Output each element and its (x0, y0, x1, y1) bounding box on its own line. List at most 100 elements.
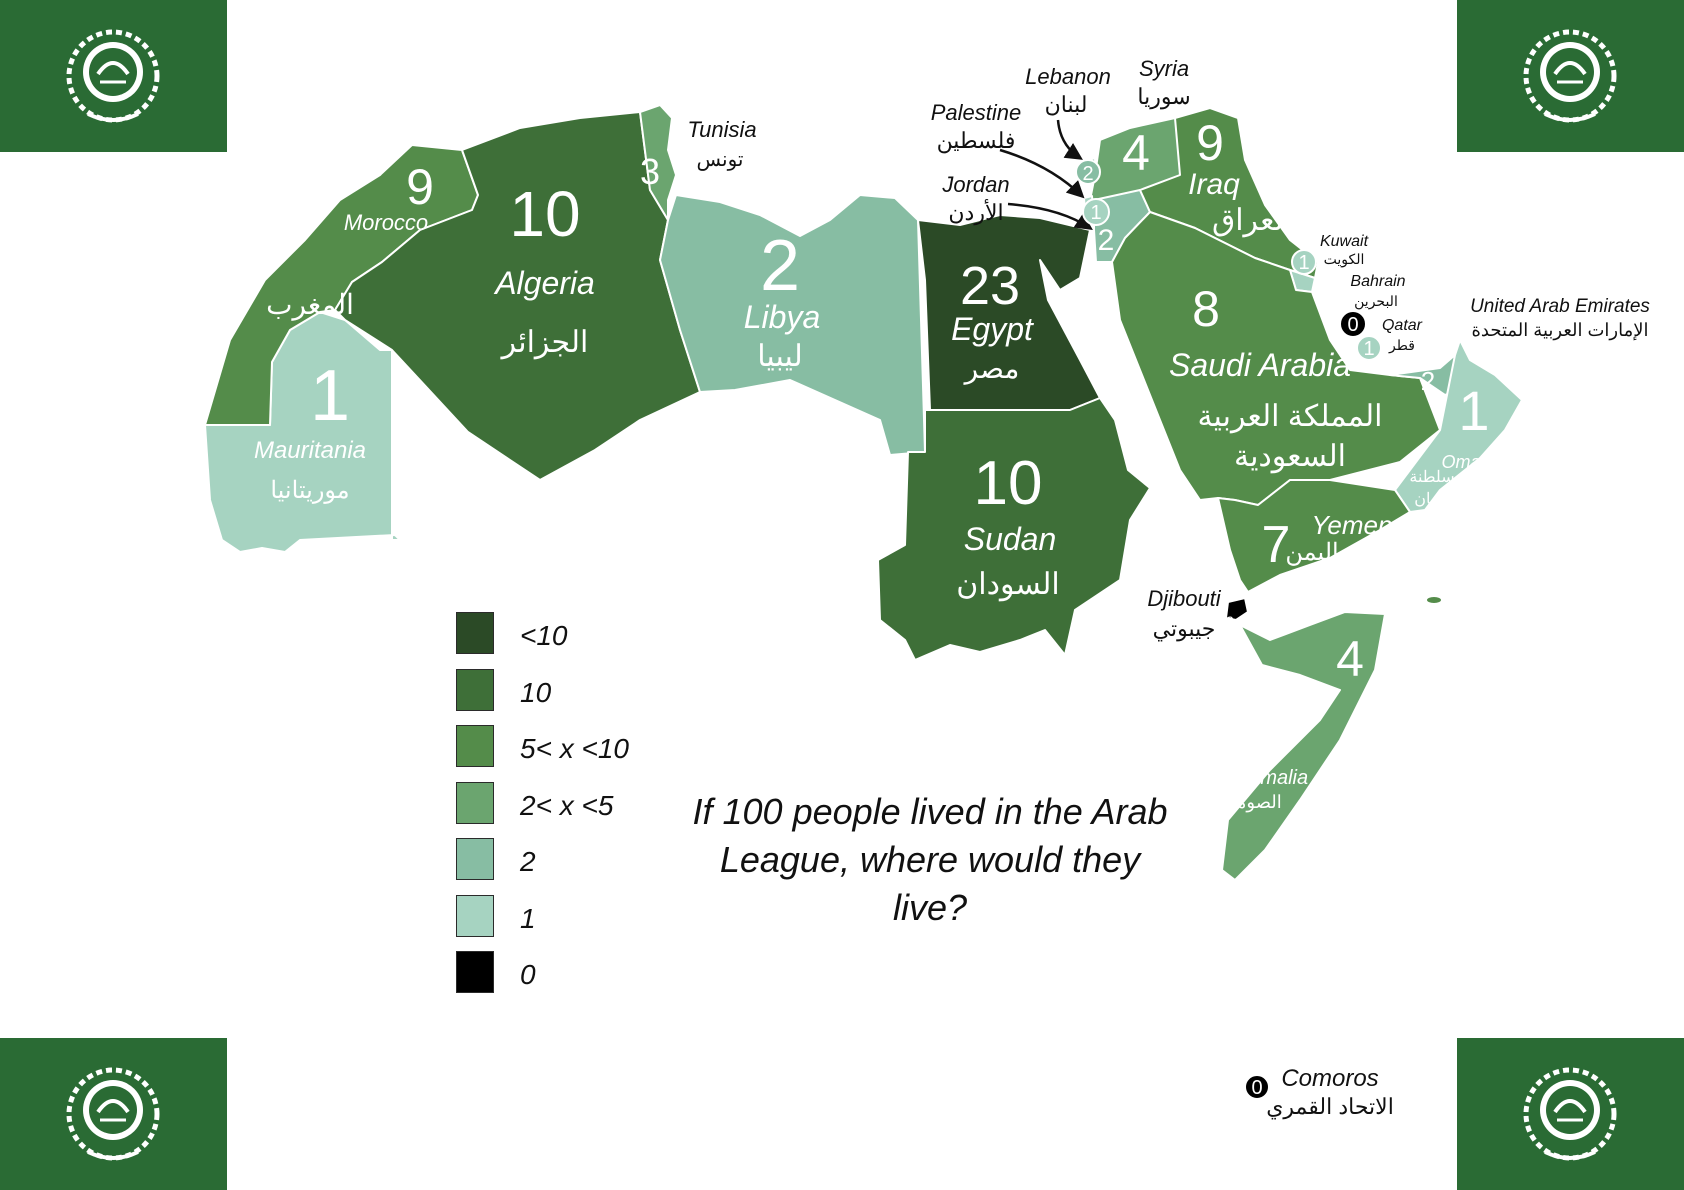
legend-label: 2< x <5 (520, 789, 614, 821)
oman-name: Oman (1441, 452, 1490, 472)
legend-label: <10 (520, 620, 568, 651)
legend-swatch (456, 838, 494, 880)
arab-league-flag-top-left (0, 0, 227, 152)
sudan-name: Sudan (964, 521, 1057, 557)
region-sudan (877, 397, 1151, 661)
region-somalia (1221, 611, 1386, 881)
bahrain-value: 0 (1347, 314, 1358, 336)
iraq-name-ar: العراق (1212, 204, 1292, 238)
yemen-value: 7 (1262, 516, 1291, 574)
qatar-value: 1 (1363, 338, 1374, 360)
tunisia-name: Tunisia (687, 117, 756, 142)
iraq-value: 9 (1196, 115, 1224, 171)
comoros-value: 0 (1251, 1077, 1262, 1099)
syria-name: Syria (1139, 56, 1189, 81)
algeria-value: 10 (509, 178, 580, 250)
kuwait-value: 1 (1298, 252, 1309, 274)
libya-name: Libya (744, 299, 821, 335)
arab-league-flag-bottom-right (1457, 1038, 1684, 1190)
palestine-name-ar: فلسطين (937, 128, 1016, 154)
saudi-name: Saudi Arabia (1169, 347, 1351, 383)
mauritania-value: 1 (310, 356, 350, 436)
palestine-value-circle (1082, 198, 1110, 226)
saudi-name-ar1: المملكة العربية (1197, 400, 1382, 434)
morocco-value: 9 (406, 159, 434, 215)
oman-name-ar2: عمان (1414, 491, 1449, 508)
palestine-value: 1 (1090, 202, 1101, 224)
legend-label: 5< x <10 (520, 733, 629, 764)
sudan-name-ar: السودان (956, 568, 1059, 602)
socotra-island (1427, 597, 1441, 603)
syria-value: 4 (1122, 125, 1150, 181)
arab-league-flag-bottom-left (0, 1038, 227, 1190)
arrow-lebanon (1056, 119, 1083, 160)
djibouti-name: Djibouti (1147, 586, 1221, 611)
egypt-value: 23 (960, 256, 1020, 316)
bahrain-name: Bahrain (1350, 273, 1405, 290)
bahrain-name-ar: البحرين (1354, 293, 1398, 310)
oman-name-ar1: سلطنة (1409, 469, 1454, 486)
saudi-name-ar2: السعودية (1234, 440, 1346, 474)
legend-swatch (456, 612, 494, 654)
egypt-name-ar: مصر (963, 353, 1020, 385)
region-tunisia (639, 104, 677, 221)
lebanon-name-ar: لبنان (1045, 92, 1088, 117)
kuwait-name-ar: الكويت (1324, 251, 1365, 268)
egypt-name: Egypt (951, 311, 1034, 347)
somalia-name-ar: الصومال (1218, 792, 1282, 813)
tunisia-name-ar: تونس (697, 149, 744, 171)
legend-label: 10 (520, 676, 552, 708)
region-algeria (334, 111, 701, 481)
saudi-value: 8 (1192, 281, 1220, 337)
uae-value: 2 (1421, 366, 1435, 396)
morocco-name: Morocco (344, 210, 428, 235)
qatar-value-circle (1356, 335, 1382, 361)
arab-league-emblem-icon (1523, 1067, 1617, 1161)
libya-value: 2 (760, 226, 800, 306)
sudan-value: 10 (974, 449, 1043, 518)
qatar-name: Qatar (1382, 317, 1423, 334)
legend-swatch (456, 894, 494, 937)
comoros-name-ar: الاتحاد القمري (1266, 1094, 1394, 1120)
legend-swatch (456, 781, 494, 824)
arab-league-emblem-icon (1523, 29, 1617, 123)
lebanon-value-circle (1075, 159, 1101, 185)
qatar-name-ar: قطر (1388, 337, 1415, 354)
arrow-palestine (999, 148, 1085, 199)
iraq-name: Iraq (1188, 168, 1240, 201)
jordan-name-ar: الأردن (948, 198, 1003, 226)
somalia-value: 4 (1336, 631, 1364, 687)
legend-label: 0 (520, 959, 536, 990)
jordan-value: 2 (1098, 224, 1115, 257)
yemen-name: Yemen (1312, 510, 1393, 540)
djibouti-value: 0 (1226, 613, 1234, 629)
uae-name: United Arab Emirates (1470, 296, 1650, 317)
legend-label: 2 (520, 846, 536, 877)
oman-value: 1 (1458, 379, 1489, 442)
legend-swatch (456, 951, 494, 993)
lebanon-name: Lebanon (1025, 64, 1111, 89)
mauritania-name-ar: موريتانيا (270, 477, 349, 504)
jordan-name: Jordan (941, 172, 1009, 197)
arab-league-flag-top-right (1457, 0, 1684, 152)
arab-league-emblem-icon (66, 29, 160, 123)
comoros-name: Comoros (1281, 1065, 1378, 1092)
algeria-name-ar: الجزائر (500, 326, 589, 360)
uae-name-ar: الإمارات العربية المتحدة (1471, 320, 1648, 341)
arrow-jordan (1007, 202, 1093, 230)
libya-name-ar: ليبيا (757, 340, 802, 373)
legend-swatch (456, 668, 494, 711)
kuwait-value-circle (1291, 249, 1317, 275)
legend-label: 1 (520, 902, 536, 934)
palestine-name: Palestine (931, 100, 1022, 125)
region-djibouti[interactable] (1225, 597, 1249, 621)
tunisia-value: 3 (640, 151, 660, 192)
comoros-marker[interactable] (1244, 1074, 1270, 1100)
kuwait-name: Kuwait (1320, 233, 1369, 250)
mauritania-name: Mauritania (254, 437, 366, 464)
arab-league-emblem-icon (66, 1067, 160, 1161)
legend-swatch (456, 725, 494, 767)
somalia-name: Somalia (1236, 767, 1308, 789)
